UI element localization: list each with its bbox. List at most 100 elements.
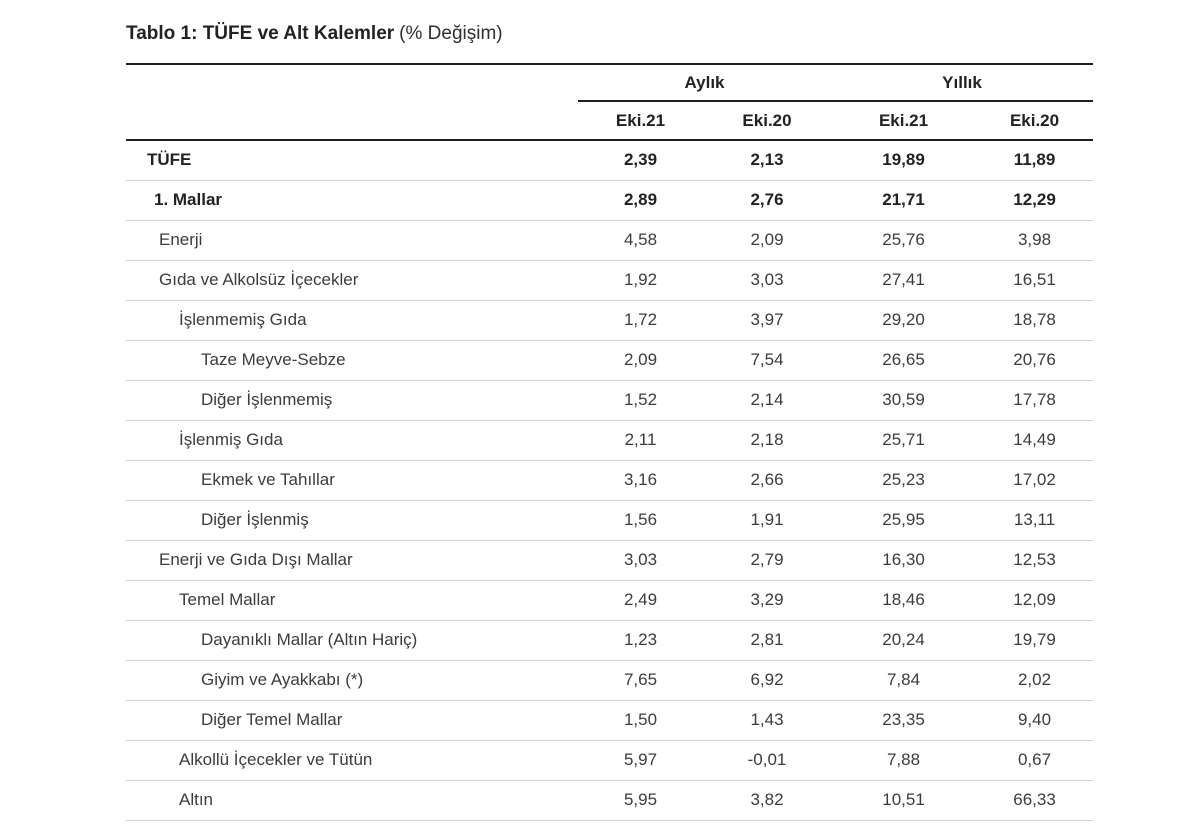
table-body: TÜFE 2,39 2,13 19,89 11,89 1. Mallar 2,8… — [126, 140, 1094, 821]
row-value: 14,49 — [976, 420, 1094, 461]
row-label: Taze Meyve-Sebze — [126, 340, 578, 381]
row-value: 25,71 — [831, 420, 977, 461]
row-value: 17,02 — [976, 460, 1094, 501]
row-label: Gıda ve Alkolsüz İçecekler — [126, 260, 578, 301]
row-value: 2,66 — [703, 460, 832, 501]
row-value: 5,95 — [578, 780, 703, 821]
column-group-monthly: Aylık — [578, 64, 832, 102]
table-row: Giyim ve Ayakkabı (*) 7,65 6,92 7,84 2,0… — [126, 660, 1094, 701]
row-value: 29,20 — [831, 300, 977, 341]
row-value: 25,95 — [831, 500, 977, 541]
row-value: 18,78 — [976, 300, 1094, 341]
row-value: 2,76 — [703, 180, 832, 221]
row-value: 3,03 — [578, 540, 703, 581]
row-value: 17,78 — [976, 380, 1094, 421]
row-value: 2,09 — [703, 220, 832, 261]
table-row: Enerji ve Gıda Dışı Mallar 3,03 2,79 16,… — [126, 540, 1094, 581]
row-value: 2,18 — [703, 420, 832, 461]
table-row: Alkollü İçecekler ve Tütün 5,97 -0,01 7,… — [126, 740, 1094, 781]
row-value: 1,56 — [578, 500, 703, 541]
table-row: TÜFE 2,39 2,13 19,89 11,89 — [126, 140, 1094, 181]
table-title: Tablo 1: TÜFE ve Alt Kalemler (% Değişim) — [126, 22, 1093, 46]
row-value: 0,67 — [976, 740, 1094, 781]
table-row: Diğer İşlenmemiş 1,52 2,14 30,59 17,78 — [126, 380, 1094, 421]
table-row: Ekmek ve Tahıllar 3,16 2,66 25,23 17,02 — [126, 460, 1094, 501]
table-row: 1. Mallar 2,89 2,76 21,71 12,29 — [126, 180, 1094, 221]
row-value: 2,11 — [578, 420, 703, 461]
row-label: Giyim ve Ayakkabı (*) — [126, 660, 578, 701]
row-value: 1,91 — [703, 500, 832, 541]
empty-corner-cell — [126, 64, 578, 101]
column-header: Eki.20 — [976, 101, 1094, 141]
row-value: 20,76 — [976, 340, 1094, 381]
row-value: 2,02 — [976, 660, 1094, 701]
row-value: 1,43 — [703, 700, 832, 741]
row-value: 2,89 — [578, 180, 703, 221]
row-value: 2,49 — [578, 580, 703, 621]
period-header-row: Eki.21 Eki.20 Eki.21 Eki.20 — [126, 101, 1094, 141]
row-label: Altın — [126, 780, 578, 821]
row-value: 19,79 — [976, 620, 1094, 661]
row-value: 23,35 — [831, 700, 977, 741]
row-label: Temel Mallar — [126, 580, 578, 621]
table-row: Dayanıklı Mallar (Altın Hariç) 1,23 2,81… — [126, 620, 1094, 661]
row-value: 2,79 — [703, 540, 832, 581]
row-value: 21,71 — [831, 180, 977, 221]
row-label: Alkollü İçecekler ve Tütün — [126, 740, 578, 781]
row-value: 2,13 — [703, 140, 832, 181]
table-title-main: Tablo 1: TÜFE ve Alt Kalemler — [126, 23, 395, 44]
row-value: 13,11 — [976, 500, 1094, 541]
row-value: 11,89 — [976, 140, 1094, 181]
row-value: 1,72 — [578, 300, 703, 341]
row-value: 2,81 — [703, 620, 832, 661]
table-row: Altın 5,95 3,82 10,51 66,33 — [126, 780, 1094, 821]
row-value: 16,51 — [976, 260, 1094, 301]
table-row: Temel Mallar 2,49 3,29 18,46 12,09 — [126, 580, 1094, 621]
row-value: 7,65 — [578, 660, 703, 701]
row-value: 6,92 — [703, 660, 832, 701]
row-value: 3,03 — [703, 260, 832, 301]
table-row: Diğer İşlenmiş 1,56 1,91 25,95 13,11 — [126, 500, 1094, 541]
table-title-suffix: (% Değişim) — [399, 23, 503, 44]
table-row: Gıda ve Alkolsüz İçecekler 1,92 3,03 27,… — [126, 260, 1094, 301]
row-value: 25,76 — [831, 220, 977, 261]
row-value: 30,59 — [831, 380, 977, 421]
column-header: Eki.21 — [831, 101, 977, 141]
empty-corner-cell — [126, 101, 578, 141]
row-value: 12,09 — [976, 580, 1094, 621]
row-label: Enerji — [126, 220, 578, 261]
row-value: 3,82 — [703, 780, 832, 821]
row-value: 66,33 — [976, 780, 1094, 821]
row-value: 9,40 — [976, 700, 1094, 741]
column-header: Eki.21 — [578, 101, 703, 141]
table-row: İşlenmiş Gıda 2,11 2,18 25,71 14,49 — [126, 420, 1094, 461]
row-value: 12,29 — [976, 180, 1094, 221]
row-value: 1,23 — [578, 620, 703, 661]
row-label: İşlenmiş Gıda — [126, 420, 578, 461]
row-value: 19,89 — [831, 140, 977, 181]
row-value: -0,01 — [703, 740, 832, 781]
row-label: Dayanıklı Mallar (Altın Hariç) — [126, 620, 578, 661]
row-value: 5,97 — [578, 740, 703, 781]
row-label: Diğer İşlenmiş — [126, 500, 578, 541]
row-value: 26,65 — [831, 340, 977, 381]
table-row: Enerji 4,58 2,09 25,76 3,98 — [126, 220, 1094, 261]
row-value: 1,52 — [578, 380, 703, 421]
row-value: 4,58 — [578, 220, 703, 261]
row-value: 12,53 — [976, 540, 1094, 581]
table-row: Diğer Temel Mallar 1,50 1,43 23,35 9,40 — [126, 700, 1094, 741]
table-row: İşlenmemiş Gıda 1,72 3,97 29,20 18,78 — [126, 300, 1094, 341]
column-header: Eki.20 — [703, 101, 832, 141]
row-value: 20,24 — [831, 620, 977, 661]
row-label: Ekmek ve Tahıllar — [126, 460, 578, 501]
row-value: 3,29 — [703, 580, 832, 621]
row-value: 18,46 — [831, 580, 977, 621]
row-label: 1. Mallar — [126, 180, 578, 221]
row-value: 2,39 — [578, 140, 703, 181]
row-value: 1,50 — [578, 700, 703, 741]
row-value: 10,51 — [831, 780, 977, 821]
row-value: 1,92 — [578, 260, 703, 301]
row-label: Enerji ve Gıda Dışı Mallar — [126, 540, 578, 581]
row-value: 7,84 — [831, 660, 977, 701]
